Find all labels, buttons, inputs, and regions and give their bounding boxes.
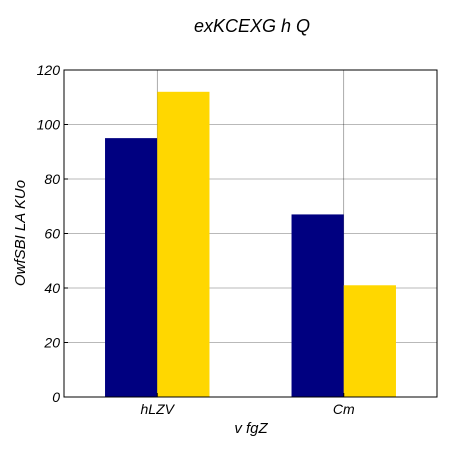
y-tick-label: 120 — [37, 62, 61, 78]
y-tick-label: 60 — [44, 226, 60, 242]
bars — [105, 91, 396, 398]
axis-ticks: 0 20 40 60 80 100 120 hLZV Cm — [37, 62, 355, 417]
y-tick-label: 0 — [52, 389, 60, 405]
y-axis-label: OwfSBI LA KUo — [12, 180, 29, 286]
bar-series-2-Cm — [343, 285, 396, 397]
bar-series-1-Cm — [291, 214, 344, 397]
x-tick-label: hLZV — [141, 401, 176, 417]
y-tick-label: 40 — [44, 280, 60, 296]
x-tick-label: Cm — [333, 401, 355, 417]
y-tick-label: 20 — [43, 335, 60, 351]
bar-series-1-hLZV — [105, 138, 158, 397]
chart-title: exKCEXG h Q — [194, 16, 310, 36]
x-axis-label: v fgZ — [234, 420, 268, 437]
bar-series-2-hLZV — [157, 91, 210, 398]
y-tick-label: 80 — [44, 171, 60, 187]
y-tick-label: 100 — [37, 117, 61, 133]
